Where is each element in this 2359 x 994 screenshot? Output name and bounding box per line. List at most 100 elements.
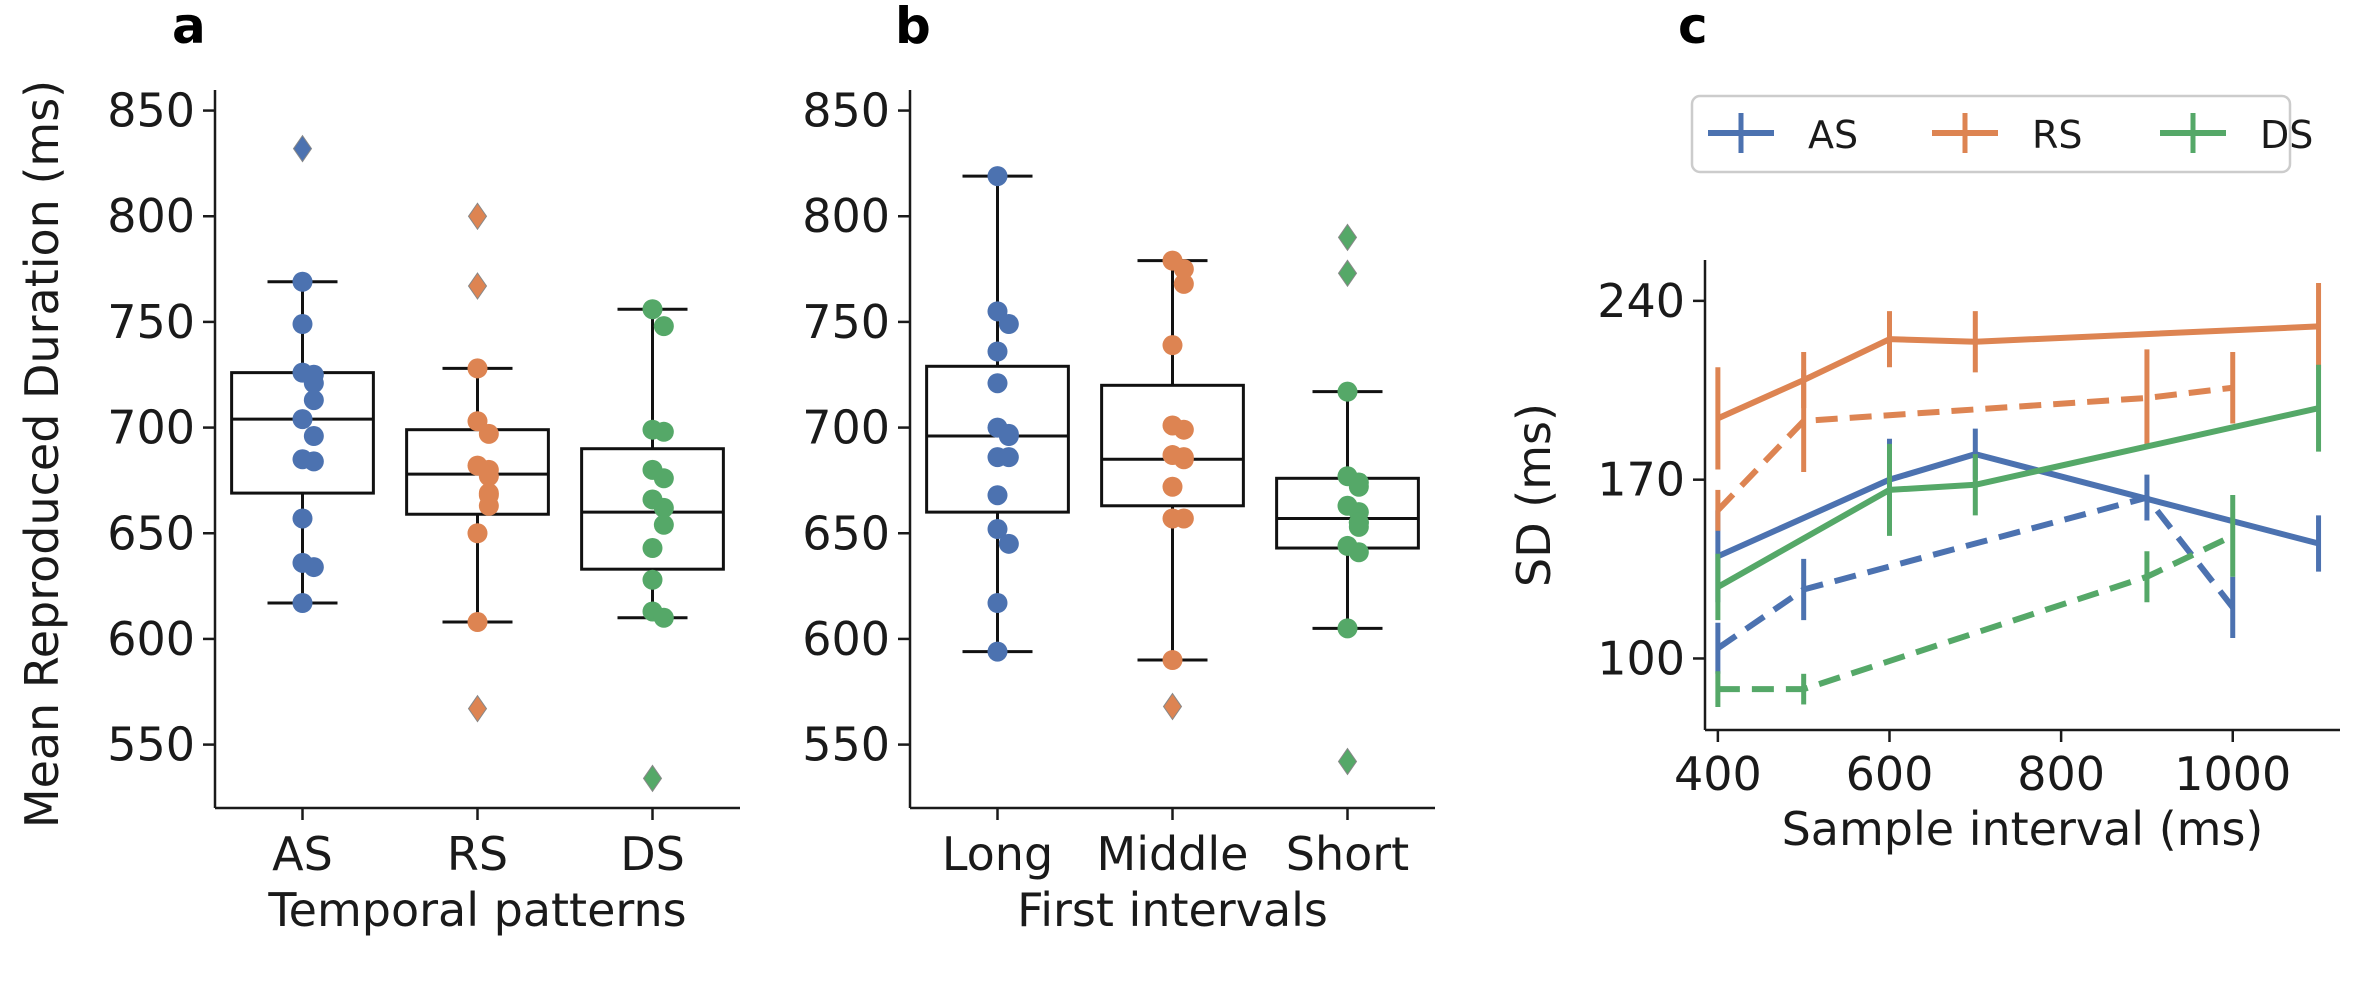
- data-point: [1348, 476, 1369, 497]
- y-tick-label: 600: [802, 612, 890, 666]
- outlier-marker: [1337, 223, 1358, 252]
- y-tick-label: 240: [1597, 274, 1685, 328]
- x-tick-label-as: AS: [272, 827, 333, 881]
- y-tick-label: 700: [107, 401, 195, 455]
- data-point: [292, 409, 313, 430]
- data-point: [1173, 259, 1194, 280]
- y-tick-label: 170: [1597, 453, 1685, 507]
- data-point: [1173, 449, 1194, 470]
- x-tick-label-long: Long: [942, 827, 1053, 881]
- series-ds-dashed: [1715, 495, 2236, 708]
- data-point: [467, 612, 488, 633]
- series-line: [1716, 451, 2320, 560]
- series-line: [1717, 533, 2235, 693]
- data-point: [998, 426, 1019, 447]
- panel-label-c: c: [1678, 0, 1708, 55]
- outlier-marker: [467, 694, 488, 723]
- x-tick-label: 600: [1846, 747, 1934, 801]
- data-point: [1337, 381, 1358, 402]
- data-point: [987, 641, 1008, 662]
- y-tick-label: 600: [107, 612, 195, 666]
- outlier-marker: [467, 202, 488, 231]
- legend: AS RS DS: [1690, 94, 2313, 174]
- data-point: [1348, 542, 1369, 563]
- boxplot-first-intervals: 550 600 650 700 750 800 850 Long Middle ShortFirs…: [802, 84, 1435, 937]
- data-point: [303, 373, 324, 394]
- data-point: [998, 447, 1019, 468]
- y-tick-label: 850: [802, 84, 890, 138]
- data-point: [987, 592, 1008, 613]
- box-long: [925, 166, 1070, 662]
- data-point: [292, 271, 313, 292]
- x-tick-label-middle: Middle: [1097, 827, 1249, 881]
- legend-label: AS: [1808, 113, 1858, 157]
- y-tick-label: 850: [107, 84, 195, 138]
- x-tick-label: 400: [1674, 747, 1762, 801]
- series-line: [1716, 323, 2319, 422]
- y-tick-label: 700: [802, 401, 890, 455]
- y-tick-label: 750: [107, 295, 195, 349]
- data-point: [1173, 419, 1194, 440]
- data-point: [478, 466, 499, 487]
- data-point: [1337, 618, 1358, 639]
- data-point: [653, 468, 674, 489]
- y-axis-title: SD (ms): [1507, 403, 1561, 587]
- x-tick-label-rs: RS: [447, 827, 508, 881]
- outlier-marker: [1337, 259, 1358, 288]
- data-point: [303, 557, 324, 578]
- data-point: [653, 421, 674, 442]
- x-tick-label: 1000: [2174, 747, 2291, 801]
- data-point: [987, 341, 1008, 362]
- data-point: [478, 423, 499, 444]
- data-point: [998, 533, 1019, 554]
- legend-label: RS: [2032, 113, 2083, 157]
- box-short: [1275, 223, 1420, 776]
- data-point: [653, 497, 674, 518]
- series-rs-dashed: [1715, 349, 2236, 531]
- y-tick-label: 650: [107, 506, 195, 560]
- y-tick-label: 550: [107, 718, 195, 772]
- legend-entry-as: AS: [1708, 113, 1858, 157]
- box-as: [230, 134, 375, 613]
- legend-entry-ds: DS: [2160, 113, 2313, 157]
- data-point: [1162, 335, 1183, 356]
- data-point: [653, 514, 674, 535]
- data-point: [642, 569, 663, 590]
- outlier-marker: [467, 272, 488, 300]
- data-point: [303, 426, 324, 447]
- data-point: [303, 451, 324, 472]
- y-tick-label: 800: [107, 189, 195, 243]
- panel-label-b: b: [895, 0, 931, 55]
- data-point: [1173, 273, 1194, 294]
- series-as-solid: [1715, 428, 2322, 603]
- series-line: [1716, 405, 2320, 590]
- x-tick-label-ds: DS: [620, 827, 685, 881]
- data-point: [1162, 476, 1183, 497]
- panel-label-a: a: [172, 0, 206, 55]
- box-rs: [405, 202, 550, 723]
- legend-label: DS: [2260, 113, 2313, 157]
- data-point: [1348, 516, 1369, 537]
- y-tick-label: 650: [802, 506, 890, 560]
- legend-entry-rs: RS: [1932, 113, 2083, 157]
- x-axis-title: Temporal patterns: [267, 883, 686, 937]
- x-axis-title: First intervals: [1017, 883, 1328, 937]
- data-point: [292, 592, 313, 613]
- series-ds-solid: [1715, 364, 2322, 621]
- data-point: [987, 166, 1008, 187]
- data-point: [292, 508, 313, 529]
- box-ds: [580, 299, 725, 793]
- outlier-marker: [292, 134, 313, 163]
- series-line: [1716, 494, 2236, 651]
- x-tick-label: 800: [2017, 747, 2105, 801]
- data-point: [653, 607, 674, 628]
- data-point: [467, 358, 488, 379]
- data-point: [642, 538, 663, 559]
- outlier-marker: [1162, 692, 1183, 721]
- series-as-dashed: [1715, 474, 2236, 674]
- box-iqr: [1100, 383, 1245, 508]
- data-point: [998, 314, 1019, 335]
- x-axis-title: Sample interval (ms): [1782, 802, 2264, 856]
